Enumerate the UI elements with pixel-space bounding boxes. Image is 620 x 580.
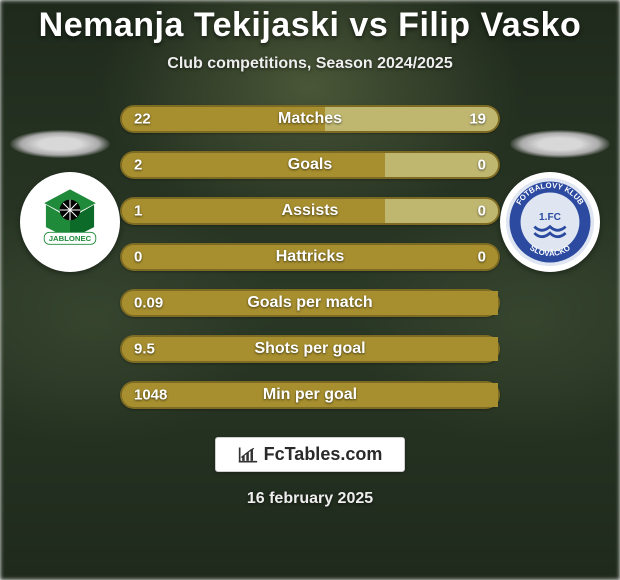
- club-badge-right: FOTBALOVÝ KLUB SLOVÁCKO 1.FC: [500, 172, 600, 272]
- stat-value-right: 0: [478, 203, 486, 220]
- stat-value-left: 2: [134, 157, 142, 174]
- stat-label: Goals: [288, 156, 332, 174]
- stat-value-left: 0: [134, 249, 142, 266]
- svg-text:1.FC: 1.FC: [539, 212, 562, 223]
- stat-value-left: 0.09: [134, 295, 163, 312]
- stat-value-right: 19: [469, 111, 486, 128]
- club-badge-left: JABLONEC: [20, 172, 120, 272]
- stat-row: 9.5 Shots per goal: [120, 335, 500, 363]
- branding-text: FcTables.com: [264, 444, 383, 465]
- stat-label: Goals per match: [247, 294, 372, 312]
- stat-value-left: 22: [134, 111, 151, 128]
- stat-value-left: 1048: [134, 387, 167, 404]
- comparison-chart: 22 19 Matches 2 0 Goals 1 0 Assists 0 0 Hattricks 0.…: [120, 105, 500, 409]
- stat-label: Matches: [278, 110, 342, 128]
- subtitle: Club competitions, Season 2024/2025: [167, 55, 452, 73]
- bar-fill-left: [122, 199, 385, 223]
- stat-row: 1 0 Assists: [120, 197, 500, 225]
- stat-label: Hattricks: [276, 248, 344, 266]
- stat-row: 1048 Min per goal: [120, 381, 500, 409]
- stat-row: 0 0 Hattricks: [120, 243, 500, 271]
- stat-value-left: 1: [134, 203, 142, 220]
- stat-value-left: 9.5: [134, 341, 155, 358]
- branding-box: FcTables.com: [215, 437, 406, 472]
- svg-text:JABLONEC: JABLONEC: [49, 234, 92, 243]
- stat-row: 0.09 Goals per match: [120, 289, 500, 317]
- slovacko-crest-icon: FOTBALOVÝ KLUB SLOVÁCKO 1.FC: [504, 176, 596, 268]
- player-silhouette-left: [10, 130, 110, 158]
- chart-icon: [238, 446, 258, 464]
- stat-label: Shots per goal: [254, 340, 365, 358]
- stat-label: Assists: [282, 202, 339, 220]
- jablonec-crest-icon: JABLONEC: [27, 179, 113, 265]
- stat-value-right: 0: [478, 157, 486, 174]
- stat-value-right: 0: [478, 249, 486, 266]
- stat-row: 2 0 Goals: [120, 151, 500, 179]
- stat-label: Min per goal: [263, 386, 357, 404]
- stat-row: 22 19 Matches: [120, 105, 500, 133]
- page-title: Nemanja Tekijaski vs Filip Vasko: [39, 6, 582, 45]
- date-text: 16 february 2025: [247, 490, 373, 508]
- player-silhouette-right: [510, 130, 610, 158]
- bar-fill-left: [122, 153, 385, 177]
